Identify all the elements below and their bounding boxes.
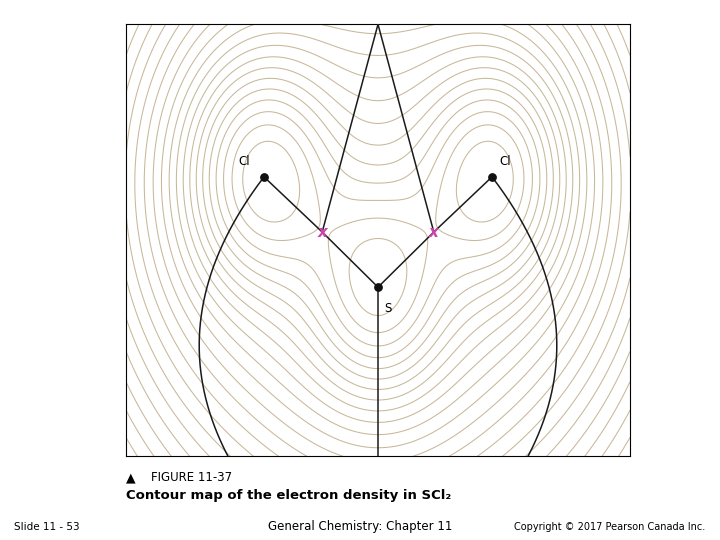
Text: S: S (384, 302, 392, 315)
Text: Copyright © 2017 Pearson Canada Inc.: Copyright © 2017 Pearson Canada Inc. (514, 522, 706, 531)
Text: General Chemistry: Chapter 11: General Chemistry: Chapter 11 (268, 520, 452, 533)
Point (258, 173, 270, 181)
Text: Contour map of the electron density in SCl₂: Contour map of the electron density in S… (126, 489, 451, 502)
Text: ▲: ▲ (126, 471, 135, 484)
Point (486, 173, 498, 181)
Text: x: x (318, 225, 327, 240)
Text: Cl: Cl (238, 154, 250, 168)
Text: x: x (429, 225, 438, 240)
Text: Slide 11 - 53: Slide 11 - 53 (14, 522, 80, 531)
Text: Cl: Cl (499, 154, 510, 168)
Point (372, 283, 384, 292)
Text: FIGURE 11-37: FIGURE 11-37 (151, 471, 233, 484)
